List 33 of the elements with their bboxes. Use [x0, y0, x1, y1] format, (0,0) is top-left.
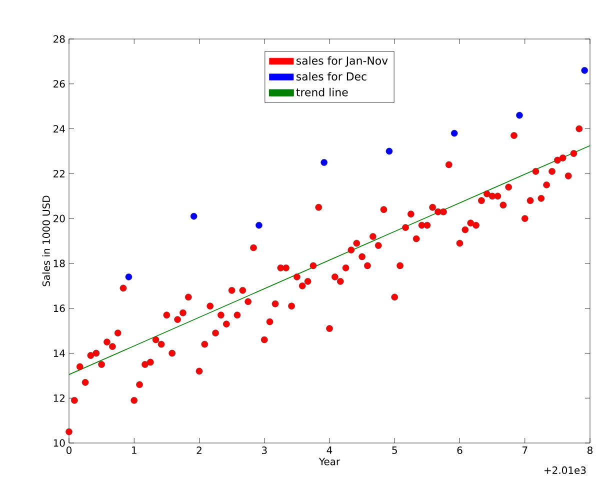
y-tick-label: 18 [54, 260, 65, 268]
point [190, 212, 198, 220]
x-tick-label: 0 [66, 446, 72, 454]
x-axis-title: Year [318, 458, 340, 466]
point [256, 222, 262, 229]
y-tick-label: 16 [54, 304, 65, 312]
legend-label: sales for Jan-Nov [296, 56, 388, 67]
legend-label: trend line [296, 88, 348, 96]
y-tick-label: 14 [54, 350, 65, 357]
point [125, 273, 132, 280]
y-tick-label: 24 [54, 125, 65, 132]
y-tick-label: 12 [54, 394, 64, 402]
x-tick-label: 6 [457, 446, 462, 454]
x-tick-label: 7 [522, 446, 528, 454]
y-tick-label: 22 [54, 170, 64, 178]
y-tick-label: 10 [54, 439, 65, 447]
point [581, 66, 588, 74]
legend-label: sales for Dec [296, 72, 366, 81]
x-tick-label: 3 [262, 446, 267, 454]
x-tick-label: 1 [132, 446, 136, 454]
text: +2.01e3 [544, 466, 586, 474]
x-tick-label: 5 [392, 446, 397, 454]
x-tick-label: 8 [588, 446, 592, 454]
y-tick-label: 28 [54, 35, 65, 43]
x-tick-label: 2 [196, 446, 202, 454]
point [450, 130, 458, 137]
y-axis-title: Sales in 1000 USD [42, 196, 50, 286]
y-tick-label: 20 [54, 214, 65, 222]
x-tick-label: 4 [326, 446, 332, 454]
point [320, 159, 328, 166]
y-tick-label: 26 [54, 80, 65, 88]
point [516, 112, 523, 119]
point [386, 148, 393, 155]
